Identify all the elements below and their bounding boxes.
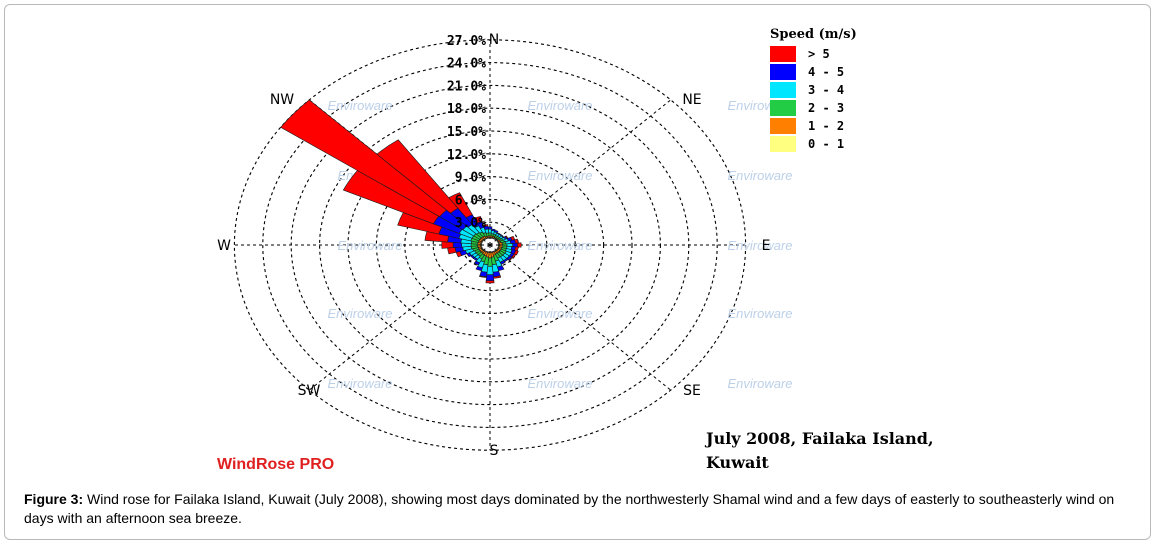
petal-segment bbox=[514, 238, 519, 244]
petal-segment bbox=[441, 241, 454, 249]
watermark-text: Enviroware bbox=[727, 306, 792, 321]
ring-label: 9.0% bbox=[455, 171, 486, 186]
ring-label: 6.0% bbox=[455, 193, 486, 208]
petal-segment bbox=[517, 242, 522, 248]
station-label: July 2008, Failaka Island, Kuwait bbox=[706, 427, 934, 475]
software-brand: WindRose PRO bbox=[217, 456, 335, 473]
petal-segment bbox=[485, 280, 495, 284]
legend-swatch bbox=[770, 100, 796, 116]
direction-label-w: W bbox=[217, 238, 231, 254]
watermark-text: Enviroware bbox=[327, 376, 392, 391]
petal-segment bbox=[487, 226, 493, 230]
legend-label: 4 - 5 bbox=[808, 65, 845, 79]
legend-label: 0 - 1 bbox=[808, 137, 845, 151]
watermark-text: Enviroware bbox=[727, 376, 792, 391]
petal-segment bbox=[448, 192, 473, 218]
legend-item: > 5 bbox=[770, 45, 844, 63]
petal-segment bbox=[475, 265, 483, 272]
direction-label-n: N bbox=[489, 32, 499, 48]
legend-label: 1 - 2 bbox=[808, 119, 845, 133]
ring-label: 24.0% bbox=[447, 57, 486, 72]
ring-label: 3.0% bbox=[455, 216, 486, 231]
figure-caption: Figure 3: Wind rose for Failaka Island, … bbox=[24, 490, 1139, 528]
legend-label: 2 - 3 bbox=[808, 101, 845, 115]
station-line-1: July 2008, Failaka Island, bbox=[706, 429, 934, 448]
petal-segment bbox=[473, 216, 483, 224]
caption-text: Wind rose for Failaka Island, Kuwait (Ju… bbox=[24, 491, 1115, 526]
petal-segment bbox=[447, 247, 457, 255]
watermark-text: Enviroware bbox=[527, 376, 592, 391]
ring-label: 27.0% bbox=[447, 34, 486, 49]
legend-item: 0 - 1 bbox=[770, 135, 844, 153]
petal-segment bbox=[473, 260, 481, 266]
ring-label: 12.0% bbox=[447, 148, 486, 163]
direction-label-nw: NW bbox=[270, 92, 294, 108]
caption-label: Figure 3: bbox=[24, 491, 84, 507]
petal-segment bbox=[511, 253, 517, 259]
watermark-text: Enviroware bbox=[527, 238, 592, 253]
watermark-text: Enviroware bbox=[327, 306, 392, 321]
legend-item: 2 - 3 bbox=[770, 99, 844, 117]
watermark-text: Enviroware bbox=[527, 98, 592, 113]
direction-label-se: SE bbox=[683, 383, 701, 399]
grid-ring bbox=[375, 153, 605, 337]
direction-label-s: S bbox=[490, 443, 499, 459]
grid-spoke bbox=[489, 244, 672, 391]
watermark-text: Enviroware bbox=[527, 306, 592, 321]
petal-segment bbox=[494, 229, 499, 233]
direction-label-ne: NE bbox=[682, 92, 701, 108]
petal-segment bbox=[482, 224, 489, 227]
ring-label: 15.0% bbox=[447, 125, 486, 140]
station-line-2: Kuwait bbox=[706, 453, 769, 472]
petal-segment bbox=[280, 99, 447, 218]
legend-title: Speed (m/s) bbox=[770, 27, 857, 42]
figure-frame bbox=[4, 4, 1151, 540]
grid-spoke bbox=[489, 99, 672, 246]
legend-item: 1 - 2 bbox=[770, 117, 844, 135]
watermark-text: Enviroware bbox=[337, 238, 402, 253]
ring-label: 18.0% bbox=[447, 102, 486, 117]
legend-label: > 5 bbox=[808, 47, 830, 61]
direction-label-sw: SW bbox=[298, 383, 321, 399]
legend-swatch bbox=[770, 64, 796, 80]
legend-label: 3 - 4 bbox=[808, 83, 845, 97]
legend-swatch bbox=[770, 82, 796, 98]
petal-segment bbox=[491, 228, 496, 232]
petal-segment bbox=[513, 250, 519, 256]
speed-legend: > 5 4 - 5 3 - 4 2 - 3 1 - 2 0 - 1 bbox=[770, 45, 844, 153]
petal-segment bbox=[485, 274, 495, 282]
legend-swatch bbox=[770, 136, 796, 152]
watermark-text: Enviroware bbox=[327, 98, 392, 113]
grid-spoke bbox=[308, 244, 491, 391]
watermark-text: Enviroware bbox=[727, 168, 792, 183]
legend-swatch bbox=[770, 118, 796, 134]
ring-label: 21.0% bbox=[447, 79, 486, 94]
legend-item: 4 - 5 bbox=[770, 63, 844, 81]
grid-ring bbox=[347, 130, 633, 360]
watermark-text: Enviroware bbox=[727, 238, 792, 253]
petal-segment bbox=[376, 139, 459, 214]
direction-label-e: E bbox=[762, 238, 771, 254]
petal-segment bbox=[479, 275, 487, 278]
legend-swatch bbox=[770, 46, 796, 62]
petal-segment bbox=[508, 256, 513, 261]
legend-item: 3 - 4 bbox=[770, 81, 844, 99]
watermark-text: Enviroware bbox=[527, 168, 592, 183]
